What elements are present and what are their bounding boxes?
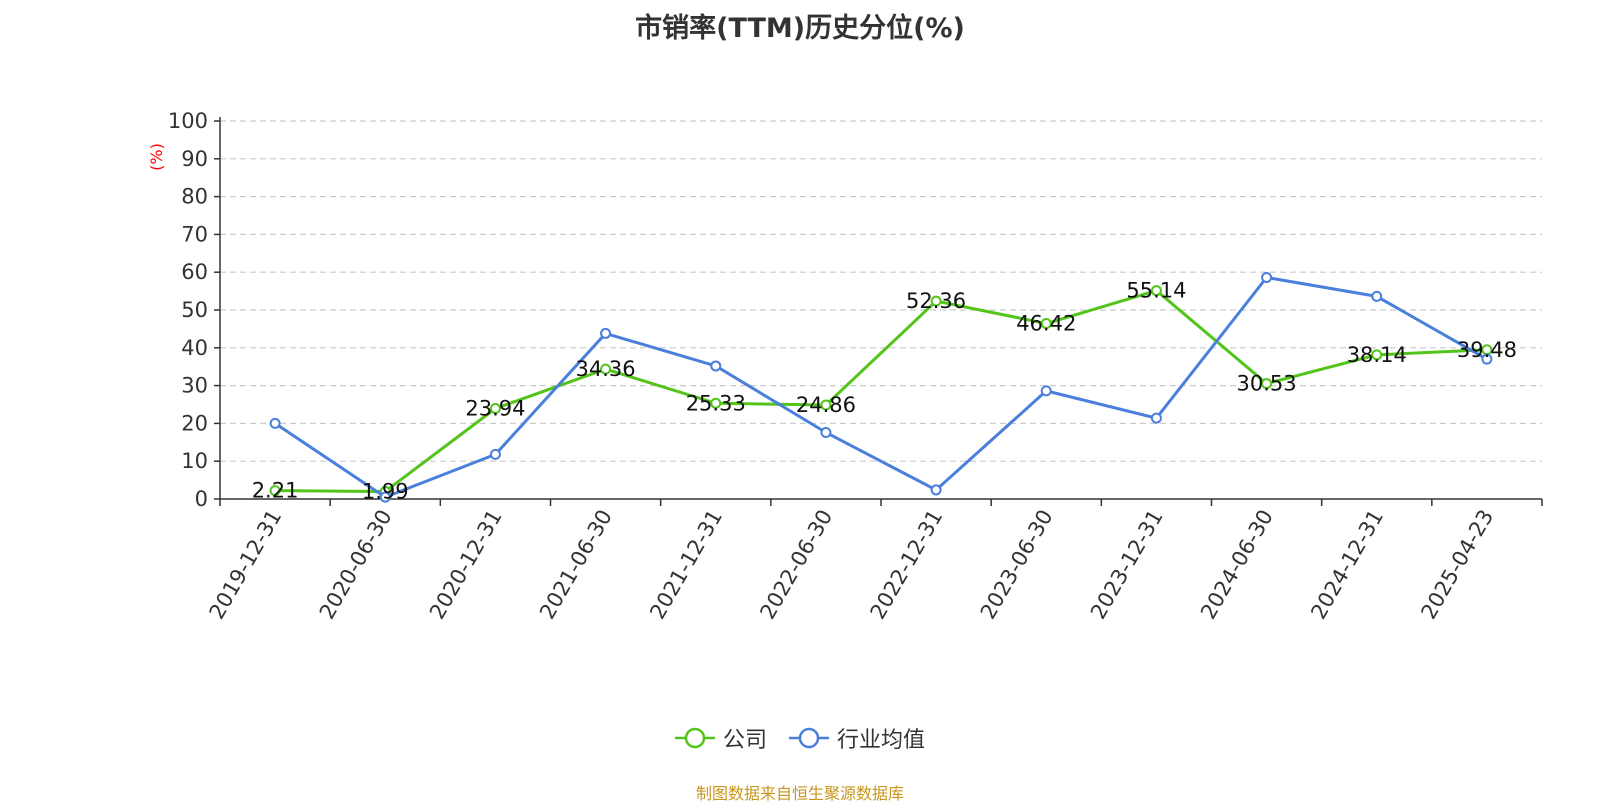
series-1-point-9: [1261, 271, 1273, 283]
series-0-point-9: [1261, 378, 1273, 390]
grid-lines: [220, 120, 1542, 462]
x-tick-label-2020-12-31: 2020-12-31: [425, 506, 507, 624]
y-axis-label: (%): [147, 143, 166, 171]
x-tick-label-2024-06-30: 2024-06-30: [1196, 506, 1278, 624]
series-0-point-10: [1371, 349, 1383, 361]
series-0-point-6: [930, 295, 942, 307]
x-tick-label-2023-06-30: 2023-06-30: [976, 506, 1058, 624]
data-label-0-3: 34.36: [576, 357, 636, 381]
legend-marker-company-icon: [674, 727, 715, 749]
series-0-point-3: [600, 363, 612, 375]
x-tick-label-2022-06-30: 2022-06-30: [755, 506, 837, 624]
series-0-point-5: [820, 399, 832, 411]
series-1-point-1: [379, 491, 391, 503]
series-0-point-4: [710, 397, 722, 409]
series-0-point-8: [1150, 285, 1162, 297]
series-0-point-7: [1040, 318, 1052, 330]
y-tick-label-90: 90: [181, 147, 208, 171]
data-label-0-9: 30.53: [1237, 372, 1297, 396]
y-tick-label-50: 50: [181, 298, 208, 322]
data-label-0-4: 25.33: [686, 391, 746, 415]
series-1-point-10: [1371, 290, 1383, 302]
source-note: 制图数据来自恒生聚源数据库: [695, 784, 904, 803]
x-tick-label-2024-12-31: 2024-12-31: [1306, 506, 1388, 624]
series-line-1: [274, 275, 1488, 499]
legend-item-industry-average[interactable]: 行业均值: [789, 722, 925, 754]
y-tick-label-10: 10: [181, 449, 208, 473]
chart-title: 市销率(TTM)历史分位(%): [635, 13, 965, 44]
data-label-0-5: 24.86: [796, 393, 856, 417]
data-label-0-11: 39.48: [1457, 338, 1517, 362]
series-1-point-7: [1040, 385, 1052, 397]
series-1-point-3: [600, 327, 612, 339]
legend-item-company[interactable]: 公司: [674, 722, 767, 754]
x-tick-label-2019-12-31: 2019-12-31: [205, 506, 287, 624]
y-tick-label-60: 60: [181, 260, 208, 284]
x-tick-label-2022-12-31: 2022-12-31: [866, 506, 948, 624]
series-lines: [269, 271, 1493, 503]
legend: 公司 行业均值: [0, 722, 1600, 754]
legend-label-industry-average: 行业均值: [837, 728, 926, 753]
data-label-0-7: 46.42: [1016, 312, 1076, 336]
series-1-point-5: [820, 426, 832, 438]
series-1-point-8: [1150, 412, 1162, 424]
series-1-point-4: [710, 360, 722, 372]
series-1-point-6: [930, 484, 942, 496]
series-1-point-0: [269, 417, 281, 429]
series-1-point-2: [489, 448, 501, 460]
data-label-0-8: 55.14: [1126, 279, 1186, 303]
legend-marker-industry-icon: [789, 727, 829, 749]
series-line-0: [275, 289, 1487, 493]
data-label-0-1: 1.99: [362, 479, 409, 503]
x-tick-label-2021-06-30: 2021-06-30: [535, 506, 617, 624]
y-tick-label-80: 80: [181, 185, 208, 209]
x-tick-label-2021-12-31: 2021-12-31: [645, 506, 727, 624]
series-0-point-0: [269, 485, 281, 497]
x-tick-label-2020-06-30: 2020-06-30: [315, 506, 397, 624]
x-tick-label-2023-12-31: 2023-12-31: [1086, 506, 1168, 624]
data-labels: 2.21 1.99 23.94 34.36 25.33 24.86 52.36 46.42 55…: [252, 279, 1517, 504]
y-tick-label-30: 30: [181, 374, 208, 398]
data-label-0-2: 23.94: [465, 397, 525, 421]
data-label-0-6: 52.36: [906, 289, 966, 313]
y-tick-label-0: 0: [195, 487, 208, 511]
legend-label-company: 公司: [722, 728, 767, 753]
y-tick-label-20: 20: [181, 411, 208, 435]
data-label-0-10: 38.14: [1347, 343, 1407, 367]
series-0-point-2: [489, 403, 501, 415]
y-tick-label-100: 100: [168, 109, 208, 133]
y-tick-label-40: 40: [181, 336, 208, 360]
series-1-point-11: [1481, 353, 1493, 365]
x-tick-label-2025-04-23: 2025-04-23: [1416, 506, 1498, 624]
y-tick-label-70: 70: [181, 222, 208, 246]
data-label-0-0: 2.21: [252, 479, 299, 503]
